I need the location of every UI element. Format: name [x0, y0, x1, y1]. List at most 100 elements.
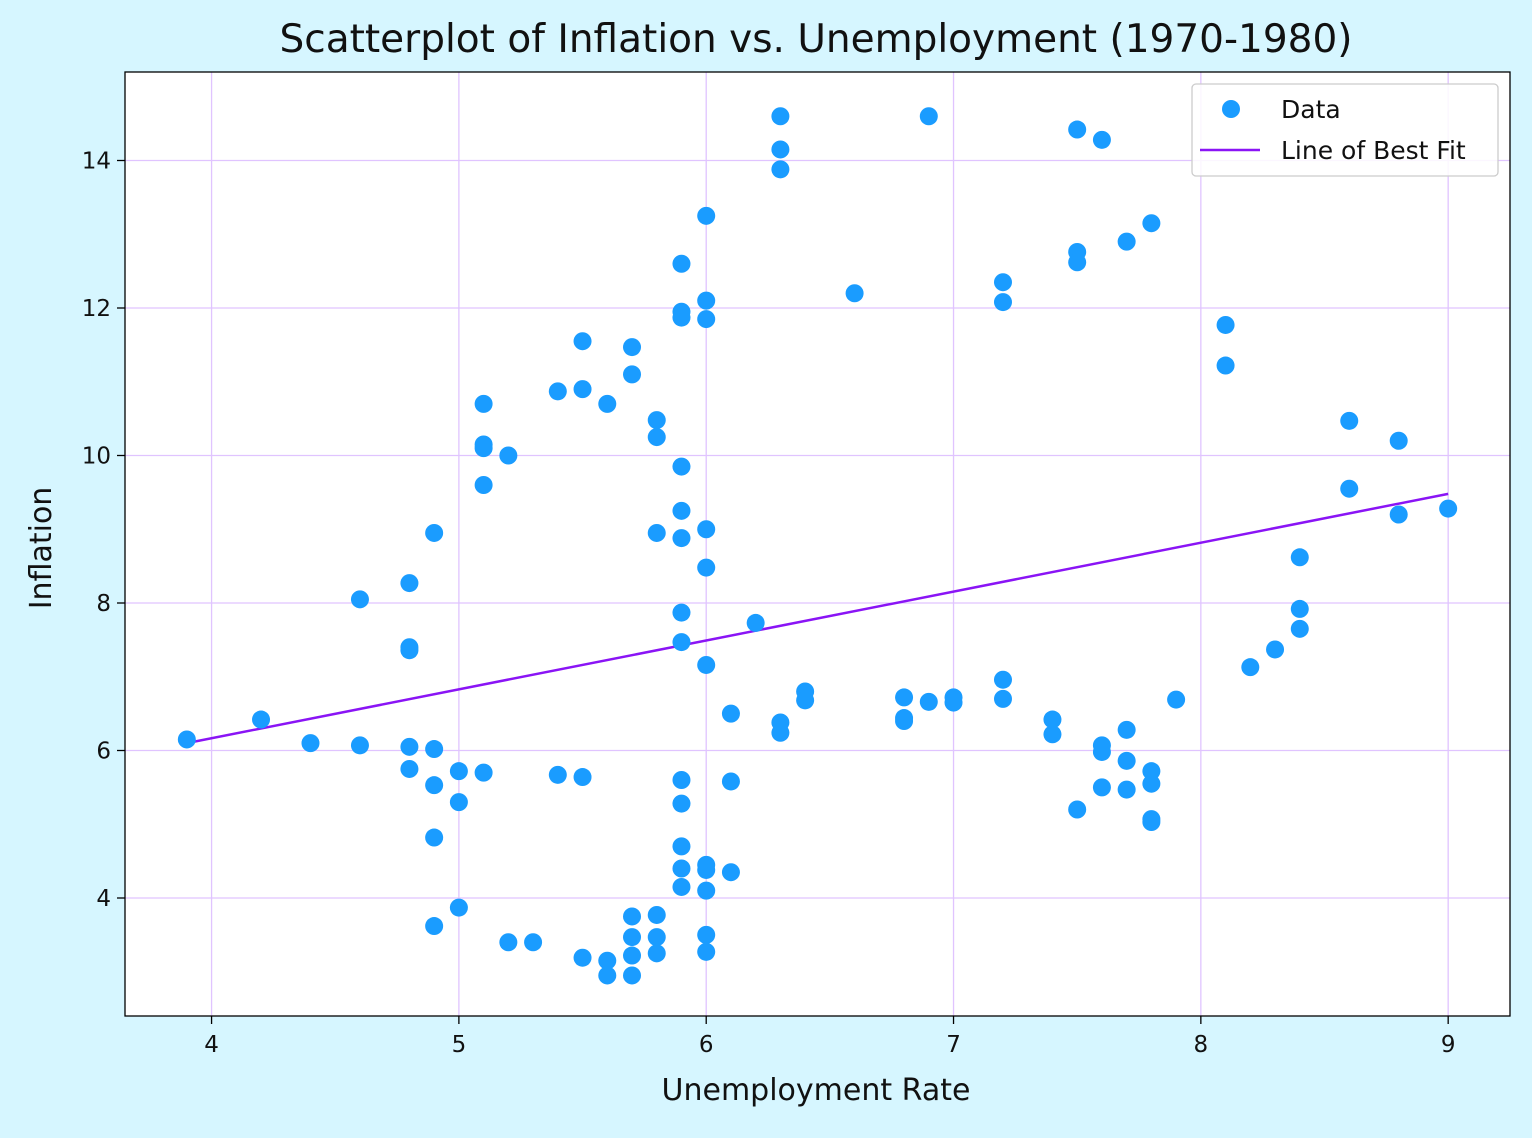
data-point [1117, 232, 1136, 251]
data-point [647, 905, 666, 924]
legend-marker-data [1222, 100, 1240, 118]
data-point [721, 704, 740, 723]
data-point [647, 523, 666, 542]
legend-box [1191, 83, 1499, 177]
data-point [400, 641, 419, 660]
data-point [697, 291, 716, 310]
data-point [697, 942, 716, 961]
data-point [573, 768, 592, 787]
data-point [449, 762, 468, 781]
data-point [474, 763, 493, 782]
data-point [1340, 479, 1359, 498]
data-point [548, 382, 567, 401]
data-point [400, 574, 419, 593]
data-point [672, 794, 691, 813]
data-point [623, 338, 642, 357]
y-tick-label: 14 [82, 149, 111, 175]
data-point [573, 948, 592, 967]
data-point [771, 140, 790, 159]
data-point [474, 394, 493, 413]
data-point [771, 160, 790, 179]
data-point [944, 693, 963, 712]
data-point [1068, 253, 1087, 272]
data-point [919, 107, 938, 126]
data-point [672, 308, 691, 327]
y-tick-label: 4 [96, 886, 111, 912]
plot-area [125, 72, 1510, 1016]
data-point [301, 734, 320, 753]
data-point [672, 603, 691, 622]
data-points [177, 107, 1458, 985]
data-point [1117, 720, 1136, 739]
data-point [672, 457, 691, 476]
data-point [1266, 640, 1285, 659]
data-point [1340, 411, 1359, 430]
data-point [1290, 548, 1309, 567]
data-point [697, 881, 716, 900]
data-point [400, 759, 419, 778]
data-point [1389, 431, 1408, 450]
fit-line-layer [186, 492, 1449, 745]
data-point [1216, 356, 1235, 375]
data-point [993, 273, 1012, 292]
data-point [672, 254, 691, 273]
data-point [697, 860, 716, 879]
data-point [474, 476, 493, 494]
data-point [746, 613, 765, 632]
data-point [1092, 742, 1111, 761]
data-point [425, 917, 444, 936]
data-point [1117, 780, 1136, 799]
data-point [721, 863, 740, 882]
data-point [524, 933, 543, 952]
data-point [425, 776, 444, 795]
x-tick-label: 6 [699, 1032, 714, 1058]
x-axis-label: Unemployment Rate [662, 1073, 971, 1108]
y-tick-label: 6 [96, 739, 111, 765]
data-point [771, 723, 790, 742]
data-point [1216, 315, 1235, 334]
data-point [623, 966, 642, 985]
data-point [672, 501, 691, 520]
data-point [697, 310, 716, 329]
data-point [1142, 762, 1161, 781]
x-tick-label: 5 [452, 1032, 467, 1058]
line-of-best-fit [186, 492, 1449, 745]
data-point [697, 520, 716, 539]
x-tick-label: 7 [946, 1032, 961, 1058]
data-point [425, 740, 444, 759]
data-point [623, 946, 642, 965]
chart-title: Scatterplot of Inflation vs. Unemploymen… [280, 17, 1353, 62]
data-point [697, 558, 716, 577]
data-point [499, 446, 518, 465]
data-point [350, 736, 369, 755]
data-point [548, 765, 567, 784]
data-point [993, 293, 1012, 312]
data-point [845, 284, 864, 303]
data-point [1439, 499, 1458, 518]
data-point [1290, 619, 1309, 638]
data-point [1043, 725, 1062, 744]
data-point [177, 730, 196, 749]
data-point [647, 928, 666, 947]
data-point [919, 692, 938, 711]
data-point [425, 828, 444, 847]
data-point [1117, 751, 1136, 770]
data-point [1068, 120, 1087, 139]
legend-label-data: Data [1281, 95, 1341, 124]
data-point [672, 877, 691, 896]
data-point [598, 394, 617, 413]
y-tick-label: 10 [82, 444, 111, 470]
data-point [1092, 778, 1111, 797]
y-axis-label: Inflation [24, 487, 59, 610]
data-point [697, 655, 716, 674]
data-point [623, 928, 642, 947]
data-point [1142, 214, 1161, 233]
legend-label-fit-line: Line of Best Fit [1281, 136, 1466, 165]
plot-frame [124, 71, 1511, 1017]
data-point [474, 439, 493, 458]
data-point [400, 737, 419, 756]
data-point [895, 688, 914, 707]
x-tick-label: 4 [204, 1032, 219, 1058]
data-point [697, 206, 716, 225]
